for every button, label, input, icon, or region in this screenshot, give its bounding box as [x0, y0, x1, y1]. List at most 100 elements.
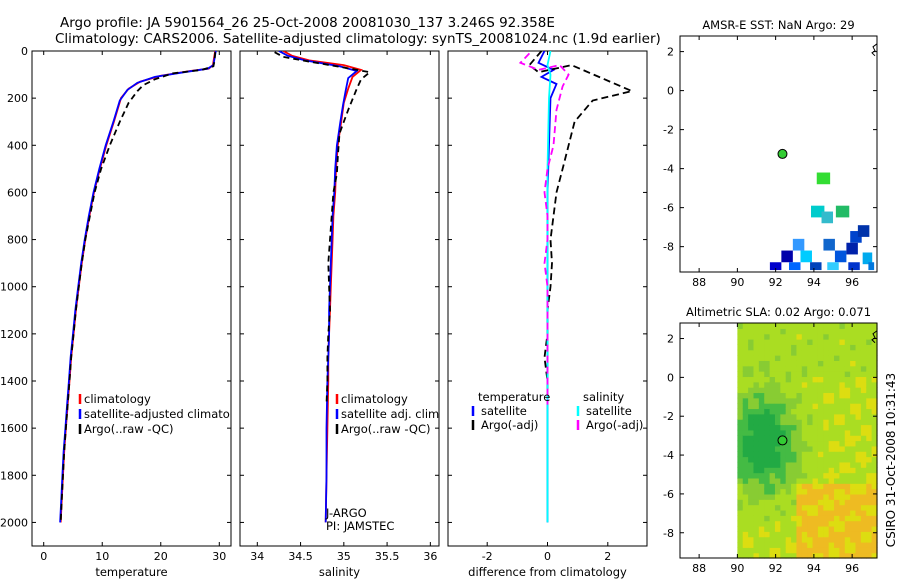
sla_map-cell: [850, 371, 857, 378]
sla_map-cell: [817, 429, 824, 436]
sla_map-cell: [758, 339, 765, 345]
sla_map-cell: [860, 536, 867, 543]
sla_map-cell: [801, 397, 808, 404]
sla_map-cell: [817, 339, 824, 345]
sla_map-cell: [764, 349, 771, 356]
sla_map-cell: [737, 344, 744, 351]
sla_map-cell: [860, 344, 867, 351]
sla_map-cell: [834, 445, 841, 452]
sla_map-cell: [801, 472, 808, 479]
sla_map-cell: [834, 552, 841, 559]
sla_map-cell: [871, 387, 878, 394]
salinity-annotation: PI: JAMSTEC: [326, 519, 394, 533]
sla_map-cell: [737, 525, 744, 532]
sst_map-cell: [810, 262, 822, 271]
sla_map-cell: [807, 504, 814, 511]
sla_map-cell: [753, 515, 760, 522]
sla_map-cell: [764, 488, 771, 495]
sla_map-cell: [769, 525, 776, 532]
difference-xlabel: difference from climatology: [468, 565, 627, 579]
sla_map-cell: [748, 344, 755, 351]
sla_map-cell: [871, 408, 878, 415]
sla_map-cell: [871, 435, 878, 442]
sla_map-cell: [855, 408, 862, 415]
sla_map-cell: [737, 504, 744, 511]
sla_map-cell: [780, 392, 787, 399]
sla_map-cell: [844, 451, 851, 458]
sla_map-cell: [834, 456, 841, 463]
sla_map-cell: [860, 472, 867, 479]
sla_map-cell: [796, 344, 803, 351]
sla_map-cell: [812, 344, 819, 351]
sla_map-cell: [823, 424, 830, 431]
sla_map-cell: [807, 541, 814, 548]
sla_map-cell: [748, 424, 755, 431]
sla_map-cell: [769, 504, 776, 511]
sla_map-cell: [855, 419, 862, 426]
sla_map-cell: [817, 397, 824, 404]
salinity-xtick-label: 36: [423, 550, 437, 563]
sla_map-cell: [807, 467, 814, 474]
sla_map-cell: [834, 504, 841, 511]
sla_map-cell: [764, 424, 771, 431]
sla_map-cell: [834, 493, 841, 500]
sla_map-cell: [817, 520, 824, 527]
sst_map-cell: [789, 262, 801, 271]
sla_map-cell: [812, 376, 819, 383]
sla_map-xtick-label: 90: [730, 562, 744, 575]
sla_map-cell: [855, 456, 862, 463]
sla_map-cell: [753, 440, 760, 447]
sla_map-cell: [812, 413, 819, 420]
sla_map-cell: [737, 451, 744, 458]
sla_map-cell: [758, 376, 765, 383]
sla_map-cell: [860, 499, 867, 506]
sla_map-cell: [839, 493, 846, 500]
sla_map-cell: [774, 323, 781, 329]
sla_map-cell: [748, 371, 755, 378]
sla_map-cell: [807, 461, 814, 468]
sla_map-cell: [774, 435, 781, 442]
sla_map-cell: [791, 467, 798, 474]
sla_map-cell: [748, 515, 755, 522]
sla_map-cell: [748, 392, 755, 399]
sla_map-cell: [823, 525, 830, 532]
sla_map-cell: [764, 520, 771, 527]
sst_map-cell: [834, 250, 847, 263]
sla_map-cell: [834, 467, 841, 474]
sla_map-cell: [791, 552, 798, 559]
sla_map-cell: [742, 424, 749, 431]
sla_map-cell: [817, 515, 824, 522]
sla_map-cell: [737, 349, 744, 356]
sla_map-cell: [866, 355, 873, 361]
sla_map-cell: [764, 339, 771, 345]
sla_map-cell: [866, 499, 873, 506]
sla_map-cell: [871, 461, 878, 468]
sla_map-cell: [780, 467, 787, 474]
sla_map-cell: [769, 477, 776, 484]
sla_map-cell: [812, 408, 819, 415]
sla_map-cell: [860, 429, 867, 436]
sla_map-cell: [823, 461, 830, 468]
sla_map-cell: [769, 376, 776, 383]
temperature-ytick-label: 1200: [0, 328, 28, 341]
sla_map-cell: [742, 504, 749, 511]
sla_map-cell: [774, 509, 781, 516]
sla_map-cell: [834, 381, 841, 388]
sst_map-coastline: [871, 43, 878, 57]
sla_map-cell: [737, 355, 744, 361]
sla_map-cell: [871, 477, 878, 484]
sla_map-cell: [828, 387, 835, 394]
sla_map-cell: [737, 392, 744, 399]
sla_map-cell: [780, 333, 787, 340]
sla_map-cell: [785, 323, 792, 329]
sla_map-cell: [812, 323, 819, 329]
sla_map-cell: [860, 456, 867, 463]
sla_map-cell: [796, 499, 803, 506]
sla_map-cell: [753, 360, 760, 367]
sst_map-cell: [821, 211, 834, 224]
sla_map-cell: [791, 323, 798, 329]
sla_map-cell: [753, 547, 760, 554]
sla_map-cell: [780, 515, 787, 522]
sla_map-cell: [737, 461, 744, 468]
sla_map-cell: [801, 504, 808, 511]
